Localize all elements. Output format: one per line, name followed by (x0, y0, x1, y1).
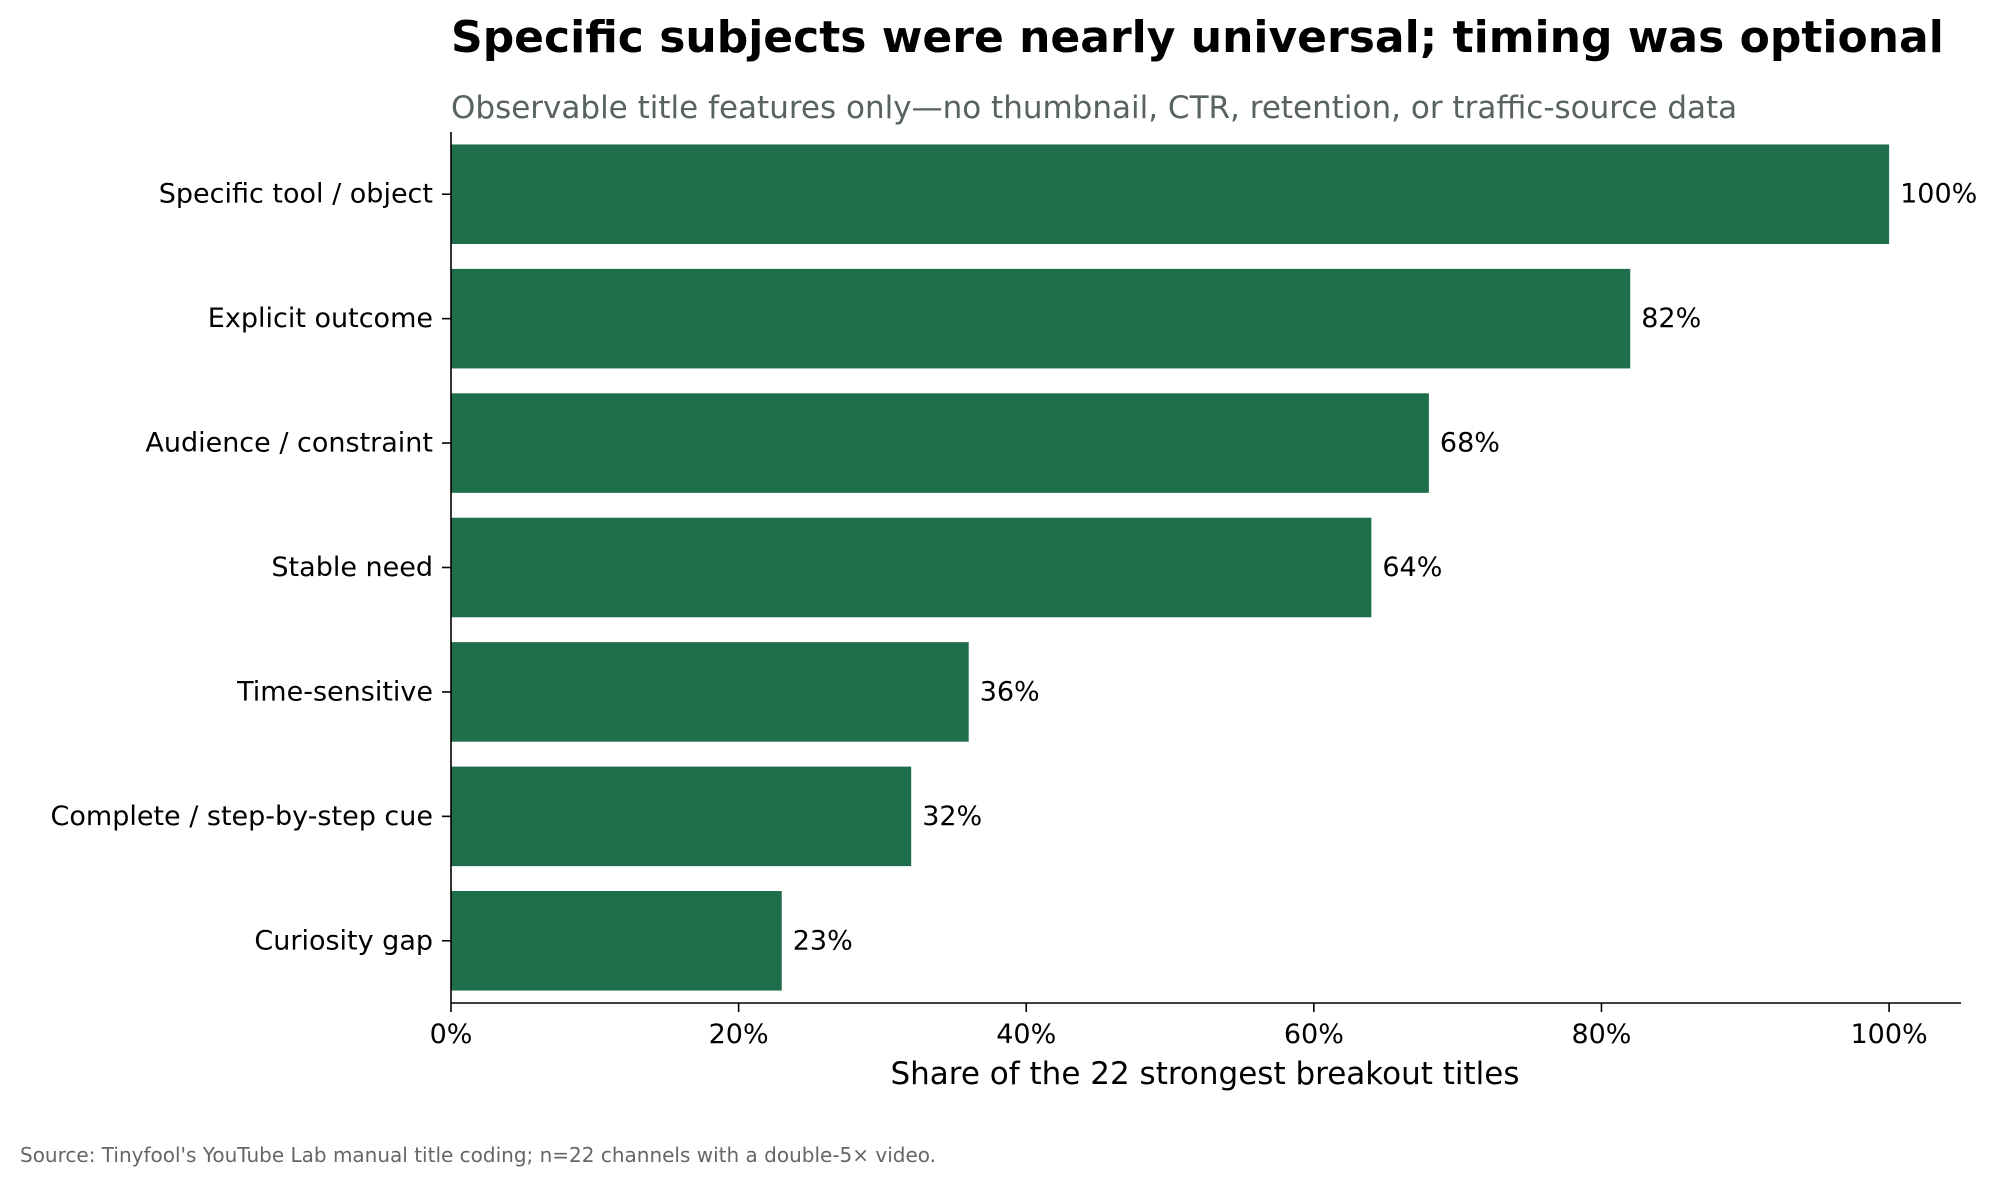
value-labels: 100% 82% 68% 64% 36% 32% 23% (793, 179, 1978, 957)
chart-subtitle: Observable title features only—no thumbn… (451, 90, 1737, 126)
data-label-time-sensitive: 36% (980, 676, 1040, 707)
x-tick-label: 60% (1284, 1019, 1344, 1050)
data-label-explicit-outcome: 82% (1641, 303, 1701, 334)
x-tick-label: 20% (709, 1019, 769, 1050)
bar-complete-step-by-step-cue (451, 766, 912, 867)
category-label-audience-constraint: Audience / constraint (145, 428, 433, 459)
category-label-explicit-outcome: Explicit outcome (208, 303, 433, 334)
category-label-stable-need: Stable need (271, 552, 433, 583)
data-label-stable-need: 64% (1382, 552, 1442, 583)
data-label-complete-step-by-step-cue: 32% (922, 801, 982, 832)
bar-specific-tool-object (451, 144, 1890, 244)
source-note: Source: Tinyfool's YouTube Lab manual ti… (20, 1143, 936, 1167)
bars-layer (451, 144, 1890, 991)
x-tick-label: 100% (1850, 1019, 1927, 1050)
bar-audience-constraint (451, 393, 1429, 493)
category-label-time-sensitive: Time-sensitive (236, 676, 433, 707)
category-labels: Specific tool / object Explicit outcome Au… (51, 179, 451, 956)
category-label-curiosity-gap: Curiosity gap (254, 925, 433, 956)
bar-explicit-outcome (451, 268, 1631, 369)
data-label-audience-constraint: 68% (1440, 428, 1500, 459)
x-tick-label: 0% (430, 1019, 473, 1050)
bar-stable-need (451, 517, 1372, 618)
chart-title: Specific subjects were nearly universal;… (451, 12, 1944, 63)
bar-time-sensitive (451, 642, 969, 742)
category-label-specific-tool-object: Specific tool / object (159, 179, 433, 210)
category-label-complete-step-by-step-cue: Complete / step-by-step cue (51, 801, 433, 832)
data-label-specific-tool-object: 100% (1900, 179, 1977, 210)
bar-curiosity-gap (451, 891, 782, 991)
x-tick-label: 80% (1571, 1019, 1631, 1050)
x-axis-label: Share of the 22 strongest breakout title… (890, 1056, 1519, 1092)
data-label-curiosity-gap: 23% (793, 925, 853, 956)
x-axis-ticks: 0% 20% 40% 60% 80% 100% (430, 1003, 1928, 1050)
x-tick-label: 40% (996, 1019, 1056, 1050)
